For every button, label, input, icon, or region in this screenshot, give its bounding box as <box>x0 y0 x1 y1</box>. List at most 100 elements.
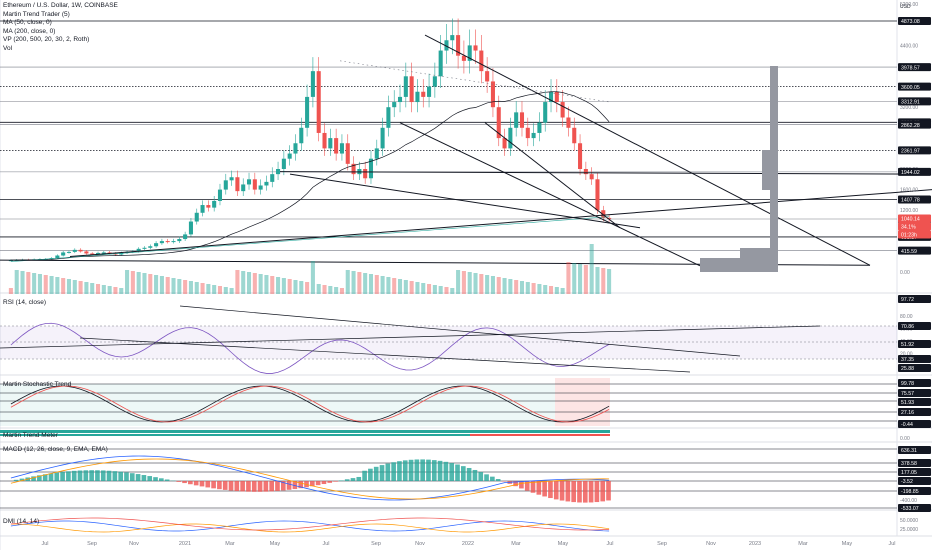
macd-histogram-bar <box>153 477 158 481</box>
candle <box>282 159 286 169</box>
candle <box>479 51 483 72</box>
candle <box>473 45 477 50</box>
volume-bar <box>171 278 175 294</box>
volume-bar <box>84 282 88 294</box>
time-axis-label: Nov <box>129 541 139 547</box>
macd-histogram-bar <box>444 462 449 481</box>
svg-text:97.72: 97.72 <box>901 297 914 303</box>
volume-bar <box>212 285 216 294</box>
volume-bar <box>584 265 588 294</box>
trend-meter-pane-label[interactable]: Martin Trend Meter <box>3 432 58 439</box>
legend-indicator-ma200[interactable]: MA (200, close, 0) <box>3 28 118 37</box>
candle <box>183 234 187 239</box>
candle <box>561 102 565 117</box>
volume-bar <box>578 264 582 294</box>
volume-bar <box>288 279 292 294</box>
candle <box>230 177 234 180</box>
candle <box>317 71 321 133</box>
dmi-pane-label[interactable]: DMI (14, 14) <box>3 518 39 525</box>
candle <box>264 182 268 186</box>
candle <box>572 128 576 143</box>
macd-histogram-bar <box>380 465 385 481</box>
legend-indicator-ma50[interactable]: MA (50, close, 0) <box>3 19 118 28</box>
volume-bar <box>328 286 332 294</box>
trend-meter-pane <box>0 430 610 436</box>
trend-meter-bar <box>0 430 610 433</box>
macd-pane-label[interactable]: MACD (12, 26, close, 9, EMA, EMA) <box>3 446 108 453</box>
volume-bar <box>96 284 100 294</box>
volume-bar <box>67 279 71 294</box>
volume-bar <box>148 274 152 294</box>
volume-bar <box>160 276 164 294</box>
rsi-axis-tick: 80.00 <box>900 314 913 320</box>
macd-histogram-bar <box>420 459 425 481</box>
svg-text:378.58: 378.58 <box>901 461 917 467</box>
stochastic-value-tag: 99.78 <box>898 379 931 387</box>
time-axis-label: Mar <box>511 541 521 547</box>
macd-histogram-bar <box>432 460 437 481</box>
volume-bar <box>235 270 239 294</box>
macd-histogram-bar <box>252 481 257 492</box>
bar-countdown-tag: 01:23h <box>898 230 931 238</box>
candle <box>375 148 379 158</box>
stochastic-pane-label[interactable]: Martin Stochastic Trend <box>3 381 71 388</box>
candle <box>224 180 228 189</box>
chart-legend: Ethereum / U.S. Dollar, 1W, COINBASE Mar… <box>3 2 118 54</box>
candle <box>415 92 419 102</box>
candle <box>491 81 495 107</box>
price-level-tag: 1944.02 <box>898 168 931 176</box>
volume-bar <box>282 278 286 294</box>
stochastic-value-tag: 75.57 <box>898 389 931 397</box>
candle <box>73 250 77 252</box>
macd-histogram-bar <box>339 480 344 481</box>
volume-bar <box>201 283 205 294</box>
trend-meter-axis-tick: 0.00 <box>900 436 910 442</box>
price-axis-tick: 3200.00 <box>900 105 918 111</box>
macd-histogram-bar <box>571 481 576 502</box>
macd-value-tag: 177.05 <box>898 468 931 476</box>
macd-histogram-bar <box>159 478 164 481</box>
svg-text:3600.05: 3600.05 <box>901 85 920 91</box>
legend-symbol[interactable]: Ethereum / U.S. Dollar, 1W, COINBASE <box>3 2 118 11</box>
candle <box>526 128 530 138</box>
legend-indicator-volume[interactable]: Vol <box>3 45 118 54</box>
trend-line <box>290 174 640 228</box>
volume-bar <box>247 272 251 294</box>
svg-text:70.86: 70.86 <box>901 324 914 330</box>
svg-text:-3.52: -3.52 <box>901 479 913 485</box>
volume-bar <box>566 262 570 294</box>
volume-bar <box>398 279 402 294</box>
volume-bar <box>73 280 77 294</box>
macd-histogram-bar <box>438 461 443 481</box>
svg-text:-0.44: -0.44 <box>901 422 913 428</box>
macd-histogram-bar <box>496 479 501 481</box>
candle <box>578 143 582 169</box>
candle <box>148 246 152 248</box>
time-axis-label: 2021 <box>179 541 191 547</box>
rsi-pane-label[interactable]: RSI (14, close) <box>3 299 46 306</box>
candle <box>195 213 199 222</box>
volume-bar <box>369 274 373 294</box>
legend-indicator-volume-profile[interactable]: VP (200, 500, 20, 30, 2, Roth) <box>3 36 118 45</box>
volume-bar <box>497 277 501 294</box>
volume-bar <box>514 280 518 294</box>
price-level-tag: 3312.91 <box>898 97 931 105</box>
macd-histogram-bar <box>449 463 454 481</box>
rsi-value-tag: 51.92 <box>898 340 931 348</box>
volume-bar <box>299 281 303 294</box>
price-level-tag: 3978.57 <box>898 63 931 71</box>
time-axis-label: Jul <box>888 541 895 547</box>
volume-bar <box>79 281 83 294</box>
volume-bar <box>44 275 48 294</box>
macd-histogram-bar <box>142 475 147 481</box>
time-axis-label: May <box>270 541 281 547</box>
volume-bar <box>491 276 495 294</box>
macd-histogram-bar <box>118 472 123 481</box>
volume-bar <box>142 273 146 294</box>
macd-histogram-bar <box>386 464 391 481</box>
legend-indicator-trend-trader[interactable]: Martin Trend Trader (5) <box>3 11 118 20</box>
macd-histogram-bar <box>606 481 611 500</box>
price-axis-tick: 4400.00 <box>900 43 918 49</box>
stochastic-pane <box>0 378 897 426</box>
